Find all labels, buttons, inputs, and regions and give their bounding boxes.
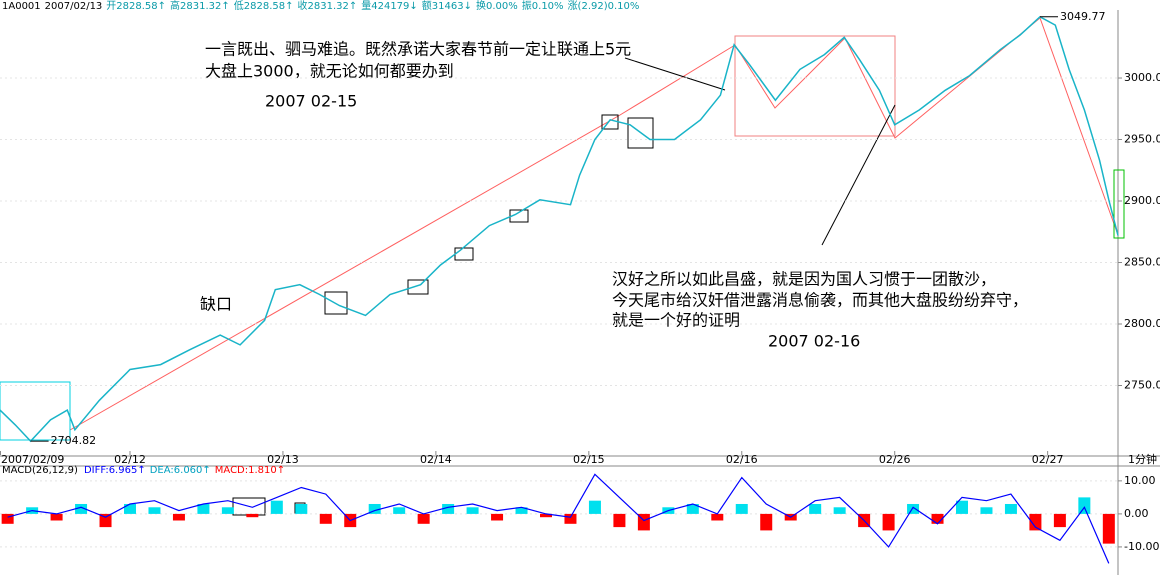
y-tick-label: 2950.0 bbox=[1124, 133, 1160, 146]
macd-bar bbox=[1004, 503, 1017, 514]
header-item: 振0.10% bbox=[522, 0, 564, 12]
y-tick-label: -10.00 bbox=[1124, 540, 1159, 553]
macd-bar bbox=[491, 513, 504, 521]
macd-bar bbox=[809, 503, 822, 514]
annotation: 一言既出、驷马难追。既然承诺大家春节前一定让联通上5元 bbox=[205, 40, 631, 59]
diff-line bbox=[7, 473, 1110, 564]
annotation: 缺口 bbox=[200, 295, 232, 314]
extreme-label: 3049.77 bbox=[1060, 10, 1106, 23]
y-tick-label: 2900.0 bbox=[1124, 194, 1160, 207]
macd-bar bbox=[564, 513, 577, 524]
header-item: 收2831.32↑ bbox=[298, 0, 358, 12]
annotation: 大盘上3000，就无论如何都要办到 bbox=[205, 62, 454, 81]
macd-bar bbox=[270, 500, 283, 514]
macd-bar bbox=[295, 503, 308, 514]
macd-indicator: MACD:1.810↑ bbox=[215, 465, 285, 476]
macd-bar bbox=[613, 513, 626, 528]
y-tick-label: 2850.0 bbox=[1124, 256, 1160, 269]
gap-box bbox=[454, 247, 474, 261]
x-tick-label: 2007/02/09 bbox=[1, 453, 64, 466]
x-unit-label: 1分钟 bbox=[1128, 452, 1157, 466]
macd-bar bbox=[1078, 497, 1091, 514]
header-item: 1A0001 bbox=[2, 1, 41, 12]
macd-bar bbox=[393, 507, 406, 514]
price-line bbox=[0, 15, 1119, 443]
gap-box bbox=[627, 117, 654, 149]
macd-bar bbox=[833, 507, 846, 514]
macd-bar bbox=[221, 507, 234, 514]
macd-bar bbox=[907, 503, 920, 514]
macd-bar bbox=[124, 503, 136, 514]
annotation: 今天尾市给汉奸借泄露消息偷袭，而其他大盘股纷纷弃守， bbox=[612, 291, 1028, 310]
macd-bar bbox=[931, 513, 944, 524]
macd-bar bbox=[442, 503, 455, 514]
macd-bar bbox=[466, 507, 479, 514]
gap-box bbox=[324, 291, 348, 315]
pointer-line bbox=[821, 104, 896, 246]
macd-title: MACD(26,12,9) bbox=[2, 465, 78, 476]
x-tick-label: 02/26 bbox=[879, 453, 911, 466]
pointer-line bbox=[624, 57, 726, 91]
header-item: 开2828.58↑ bbox=[106, 1, 166, 12]
extreme-label: 2704.82 bbox=[51, 434, 97, 447]
macd-bar bbox=[980, 507, 993, 514]
macd-bar bbox=[686, 503, 699, 514]
header-item: 额31463↓ bbox=[422, 0, 472, 12]
macd-indicator: DEA:6.060↑ bbox=[150, 465, 211, 476]
macd-bar bbox=[1102, 513, 1115, 544]
annotation: 2007 02-15 bbox=[265, 92, 357, 111]
macd-bar bbox=[711, 513, 724, 521]
header-item: 涨(2.92)0.10% bbox=[568, 0, 640, 12]
y-tick-label: 10.00 bbox=[1124, 474, 1156, 487]
macd-bar bbox=[515, 507, 528, 514]
macd-bar bbox=[417, 513, 430, 524]
macd-bar bbox=[50, 513, 63, 521]
macd-bar bbox=[882, 513, 895, 531]
macd-bar bbox=[760, 513, 773, 531]
macd-bar bbox=[75, 503, 88, 514]
x-tick-label: 02/13 bbox=[267, 453, 299, 466]
y-tick-label: 0.00 bbox=[1124, 507, 1149, 520]
y-tick-label: 3000.0 bbox=[1124, 71, 1160, 84]
annotation: 2007 02-16 bbox=[768, 332, 860, 351]
macd-bar bbox=[540, 513, 552, 518]
y-tick-label: 2800.0 bbox=[1124, 317, 1160, 330]
macd-bar bbox=[1, 513, 14, 524]
macd-indicator: DIFF:6.965↑ bbox=[84, 465, 146, 476]
x-tick-label: 02/12 bbox=[114, 453, 146, 466]
macd-bar bbox=[246, 513, 259, 518]
header-item: 换0.00% bbox=[476, 0, 518, 12]
x-tick-label: 02/15 bbox=[573, 453, 605, 466]
macd-bar bbox=[368, 503, 381, 514]
highlight-box bbox=[734, 35, 896, 137]
x-tick-label: 02/14 bbox=[420, 453, 452, 466]
x-tick-label: 02/27 bbox=[1032, 453, 1064, 466]
macd-bar bbox=[956, 500, 968, 514]
macd-bar bbox=[1029, 513, 1042, 531]
annotation: 汉好之所以如此昌盛，就是因为国人习惯于一团散沙， bbox=[612, 270, 996, 289]
y-tick-label: 2750.0 bbox=[1124, 379, 1160, 392]
highlight-box bbox=[1113, 169, 1125, 239]
header-item: 量424179↓ bbox=[361, 0, 418, 12]
header-item: 2007/02/13 bbox=[45, 1, 103, 12]
macd-bar bbox=[172, 513, 185, 521]
highlight-box bbox=[0, 381, 71, 441]
gap-box bbox=[407, 279, 429, 295]
x-tick-label: 02/16 bbox=[726, 453, 758, 466]
macd-bar bbox=[1053, 513, 1066, 528]
macd-bar bbox=[148, 507, 161, 514]
macd-bar bbox=[319, 513, 332, 524]
macd-bar bbox=[197, 503, 210, 514]
macd-bar bbox=[588, 500, 601, 514]
header-item: 低2828.58↑ bbox=[234, 0, 294, 12]
macd-bar bbox=[99, 513, 112, 528]
header-item: 高2831.32↑ bbox=[170, 0, 230, 12]
macd-bar bbox=[735, 503, 748, 514]
annotation: 就是一个好的证明 bbox=[612, 311, 740, 330]
